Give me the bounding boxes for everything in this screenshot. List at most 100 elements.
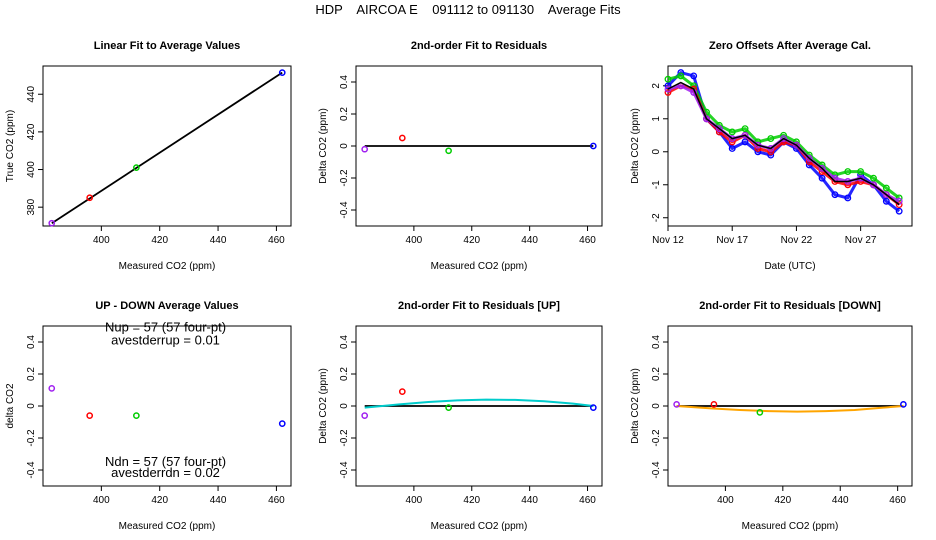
x-tick-label: 420 — [151, 235, 168, 246]
data-point — [664, 85, 672, 93]
data-point — [278, 69, 286, 76]
chart-title: 2nd-order Fit to Residuals — [411, 40, 547, 52]
x-tick-label: 400 — [717, 495, 734, 506]
x-tick-label: 440 — [521, 235, 538, 246]
chart-panel-2: 2nd-order Fit to Residuals 400 420 440 460 -0… — [318, 40, 603, 272]
annotation-text: avestderrup = 0.01 — [111, 332, 220, 347]
y-tick-label: -2 — [651, 213, 662, 222]
x-tick-label: 420 — [463, 235, 480, 246]
x-tick-label: 420 — [774, 495, 791, 506]
data-point — [673, 401, 680, 408]
data-point — [844, 168, 852, 176]
y-tick-label: -0.4 — [26, 461, 37, 479]
y-tick-label: 0 — [651, 403, 662, 409]
annotation-text: Nup = 57 (57 four-pt) — [105, 320, 226, 335]
data-point — [48, 385, 56, 392]
data-point — [690, 72, 698, 80]
chart-title: Zero Offsets After Average Cal. — [709, 40, 871, 52]
y-tick-label: -1 — [651, 180, 662, 189]
data-point — [882, 184, 890, 192]
data-point — [895, 207, 903, 215]
y-tick-label: 0 — [26, 403, 37, 409]
x-tick-label: 460 — [579, 235, 596, 246]
y-tick-label: 440 — [26, 85, 37, 102]
x-tick-label: 460 — [268, 235, 285, 246]
data-point — [710, 401, 718, 408]
data-point — [844, 194, 852, 202]
y-tick-label: -0.4 — [651, 461, 662, 479]
data-point — [86, 194, 94, 202]
x-tick-label: 400 — [406, 495, 423, 506]
fit-line — [51, 71, 283, 224]
y-tick-label: 2 — [651, 83, 662, 89]
data-point — [133, 412, 140, 419]
x-tick-label: Nov 17 — [716, 235, 748, 246]
x-axis-label: Measured CO2 (ppm) — [119, 521, 216, 532]
y-tick-label: 0.4 — [339, 335, 350, 349]
y-tick-label: -0.2 — [339, 169, 350, 187]
chart-title: 2nd-order Fit to Residuals [UP] — [398, 300, 560, 312]
data-point — [86, 412, 94, 419]
y-tick-label: 0 — [339, 403, 350, 409]
x-axis-label: Measured CO2 (ppm) — [742, 521, 839, 532]
series-line — [667, 81, 900, 206]
y-axis-label: True CO2 (ppm) — [5, 110, 16, 182]
data-point — [398, 388, 406, 395]
chart-title: UP - DOWN Average Values — [95, 300, 238, 312]
x-tick-label: 420 — [151, 495, 168, 506]
chart-panel-1: Linear Fit to Average Values 400 420 440 460… — [5, 40, 292, 272]
x-tick-label: 460 — [579, 495, 596, 506]
data-point — [703, 115, 710, 123]
data-point — [900, 401, 907, 408]
x-tick-label: 400 — [93, 495, 110, 506]
data-point — [895, 201, 903, 209]
data-point — [445, 404, 452, 411]
chart-title: 2nd-order Fit to Residuals [DOWN] — [699, 300, 881, 312]
x-tick-label: Nov 22 — [781, 235, 813, 246]
y-axis-label: delta CO2 — [5, 383, 16, 428]
data-point — [870, 174, 877, 182]
x-tick-label: 400 — [406, 235, 423, 246]
data-point — [780, 135, 788, 143]
data-point — [882, 197, 890, 205]
data-point — [741, 125, 749, 133]
x-tick-label: 460 — [889, 495, 906, 506]
data-point — [48, 219, 56, 227]
x-tick-label: 400 — [93, 235, 110, 246]
data-point — [818, 174, 826, 182]
fit-line — [676, 405, 904, 413]
x-tick-label: 440 — [210, 495, 227, 506]
x-axis-label: Measured CO2 (ppm) — [431, 261, 528, 272]
x-tick-label: Nov 12 — [652, 235, 684, 246]
y-tick-label: 0.4 — [339, 75, 350, 89]
annotation-text: Ndn = 57 (57 four-pt) — [105, 454, 226, 469]
data-point — [398, 134, 406, 142]
data-point — [664, 75, 672, 83]
y-axis-label: Delta CO2 (ppm) — [318, 368, 329, 444]
data-point — [831, 191, 839, 199]
data-point — [677, 72, 685, 80]
y-tick-label: 0.2 — [339, 107, 350, 121]
annotation-text: avestderrdn = 0.02 — [111, 465, 220, 480]
data-point — [664, 88, 672, 96]
y-tick-label: 420 — [26, 123, 37, 140]
data-point — [728, 128, 736, 136]
y-tick-label: 0.2 — [339, 367, 350, 381]
y-tick-label: 380 — [26, 198, 37, 215]
y-tick-label: 0.4 — [26, 335, 37, 349]
y-tick-label: 0 — [339, 143, 350, 149]
chart-panel-5: 2nd-order Fit to Residuals [UP] 400 420 440… — [318, 300, 603, 532]
y-tick-label: 0 — [651, 149, 662, 155]
data-point — [278, 420, 286, 427]
plot-frame — [667, 65, 913, 227]
x-tick-label: 440 — [832, 495, 849, 506]
data-point — [133, 164, 140, 171]
data-point — [445, 147, 452, 155]
y-tick-label: -0.2 — [651, 429, 662, 447]
data-point — [728, 145, 736, 152]
chart-panel-3: Zero Offsets After Average Cal. Nov 12 Nov… — [630, 40, 913, 272]
y-tick-label: 0.2 — [651, 367, 662, 381]
chart-title: Linear Fit to Average Values — [94, 40, 241, 52]
data-point — [792, 141, 800, 149]
